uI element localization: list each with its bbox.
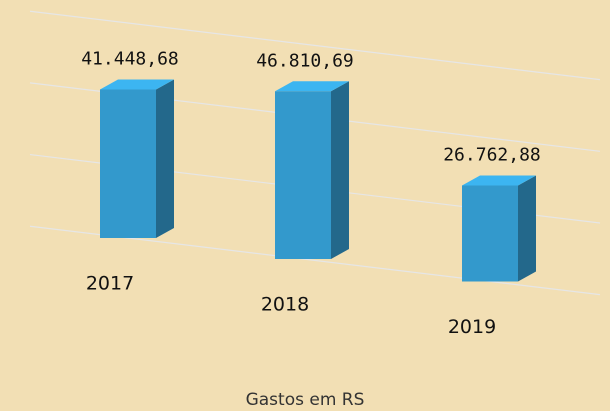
bar <box>462 175 536 282</box>
x-tick-label: 2018 <box>261 294 309 316</box>
x-tick-label: 2019 <box>448 316 496 338</box>
bar-top <box>100 79 174 90</box>
bar-front <box>100 89 156 239</box>
value-label: 26.762,88 <box>443 145 541 166</box>
bar-side <box>518 175 536 282</box>
bar <box>275 81 349 260</box>
bar-front <box>275 91 331 260</box>
grid-line <box>29 10 601 81</box>
value-label: 41.448,68 <box>81 48 179 69</box>
bar-side <box>156 79 174 239</box>
x-axis-label: Gastos em RS <box>246 390 365 410</box>
bar <box>100 79 174 239</box>
x-tick-label: 2017 <box>86 273 134 295</box>
bar-top <box>275 81 349 92</box>
value-label: 46.810,69 <box>256 50 354 71</box>
bar-front <box>462 185 518 282</box>
bar-top <box>462 175 536 186</box>
bar-side <box>331 81 349 260</box>
